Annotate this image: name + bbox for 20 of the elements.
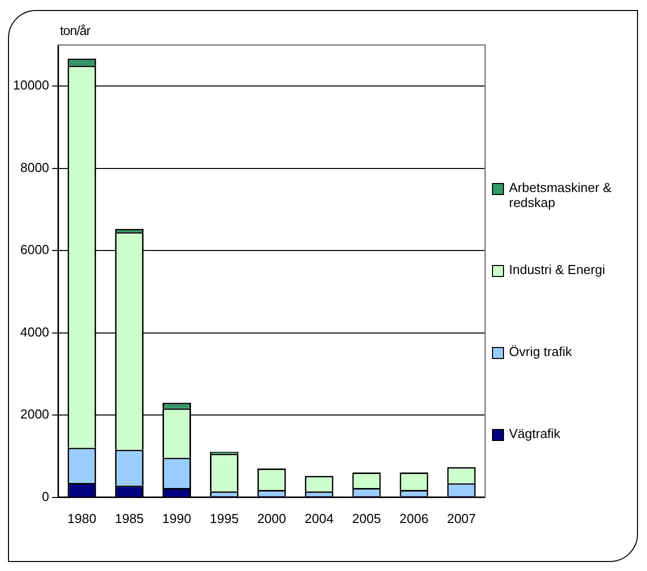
y-tick-label: 8000 (20, 160, 50, 175)
y-tick-label: 10000 (12, 78, 50, 93)
y-tick-label: 6000 (20, 242, 50, 258)
x-tick-label: 2004 (304, 510, 334, 526)
x-tick-label: 1985 (114, 510, 144, 526)
legend-label: Vägtrafik (509, 426, 560, 441)
x-tick-label: 1980 (67, 510, 96, 526)
x-tick-label: 2005 (352, 510, 381, 526)
x-tick-label: 1995 (210, 510, 239, 526)
legend-label: Arbetsmaskiner & redskap (509, 180, 613, 210)
y-axis-title: ton/år (60, 23, 90, 38)
legend-label: Övrig trafik (509, 344, 572, 359)
y-tick-label: 2000 (20, 406, 50, 422)
x-tick-label: 2007 (446, 510, 476, 526)
y-tick-label: 0 (42, 488, 50, 504)
x-tick-label: 2000 (257, 510, 286, 526)
y-tick-label: 4000 (20, 324, 50, 340)
x-tick-label: 2006 (400, 510, 428, 526)
x-tick-label: 1990 (162, 510, 192, 526)
legend-label: Industri & Energi (509, 262, 606, 277)
